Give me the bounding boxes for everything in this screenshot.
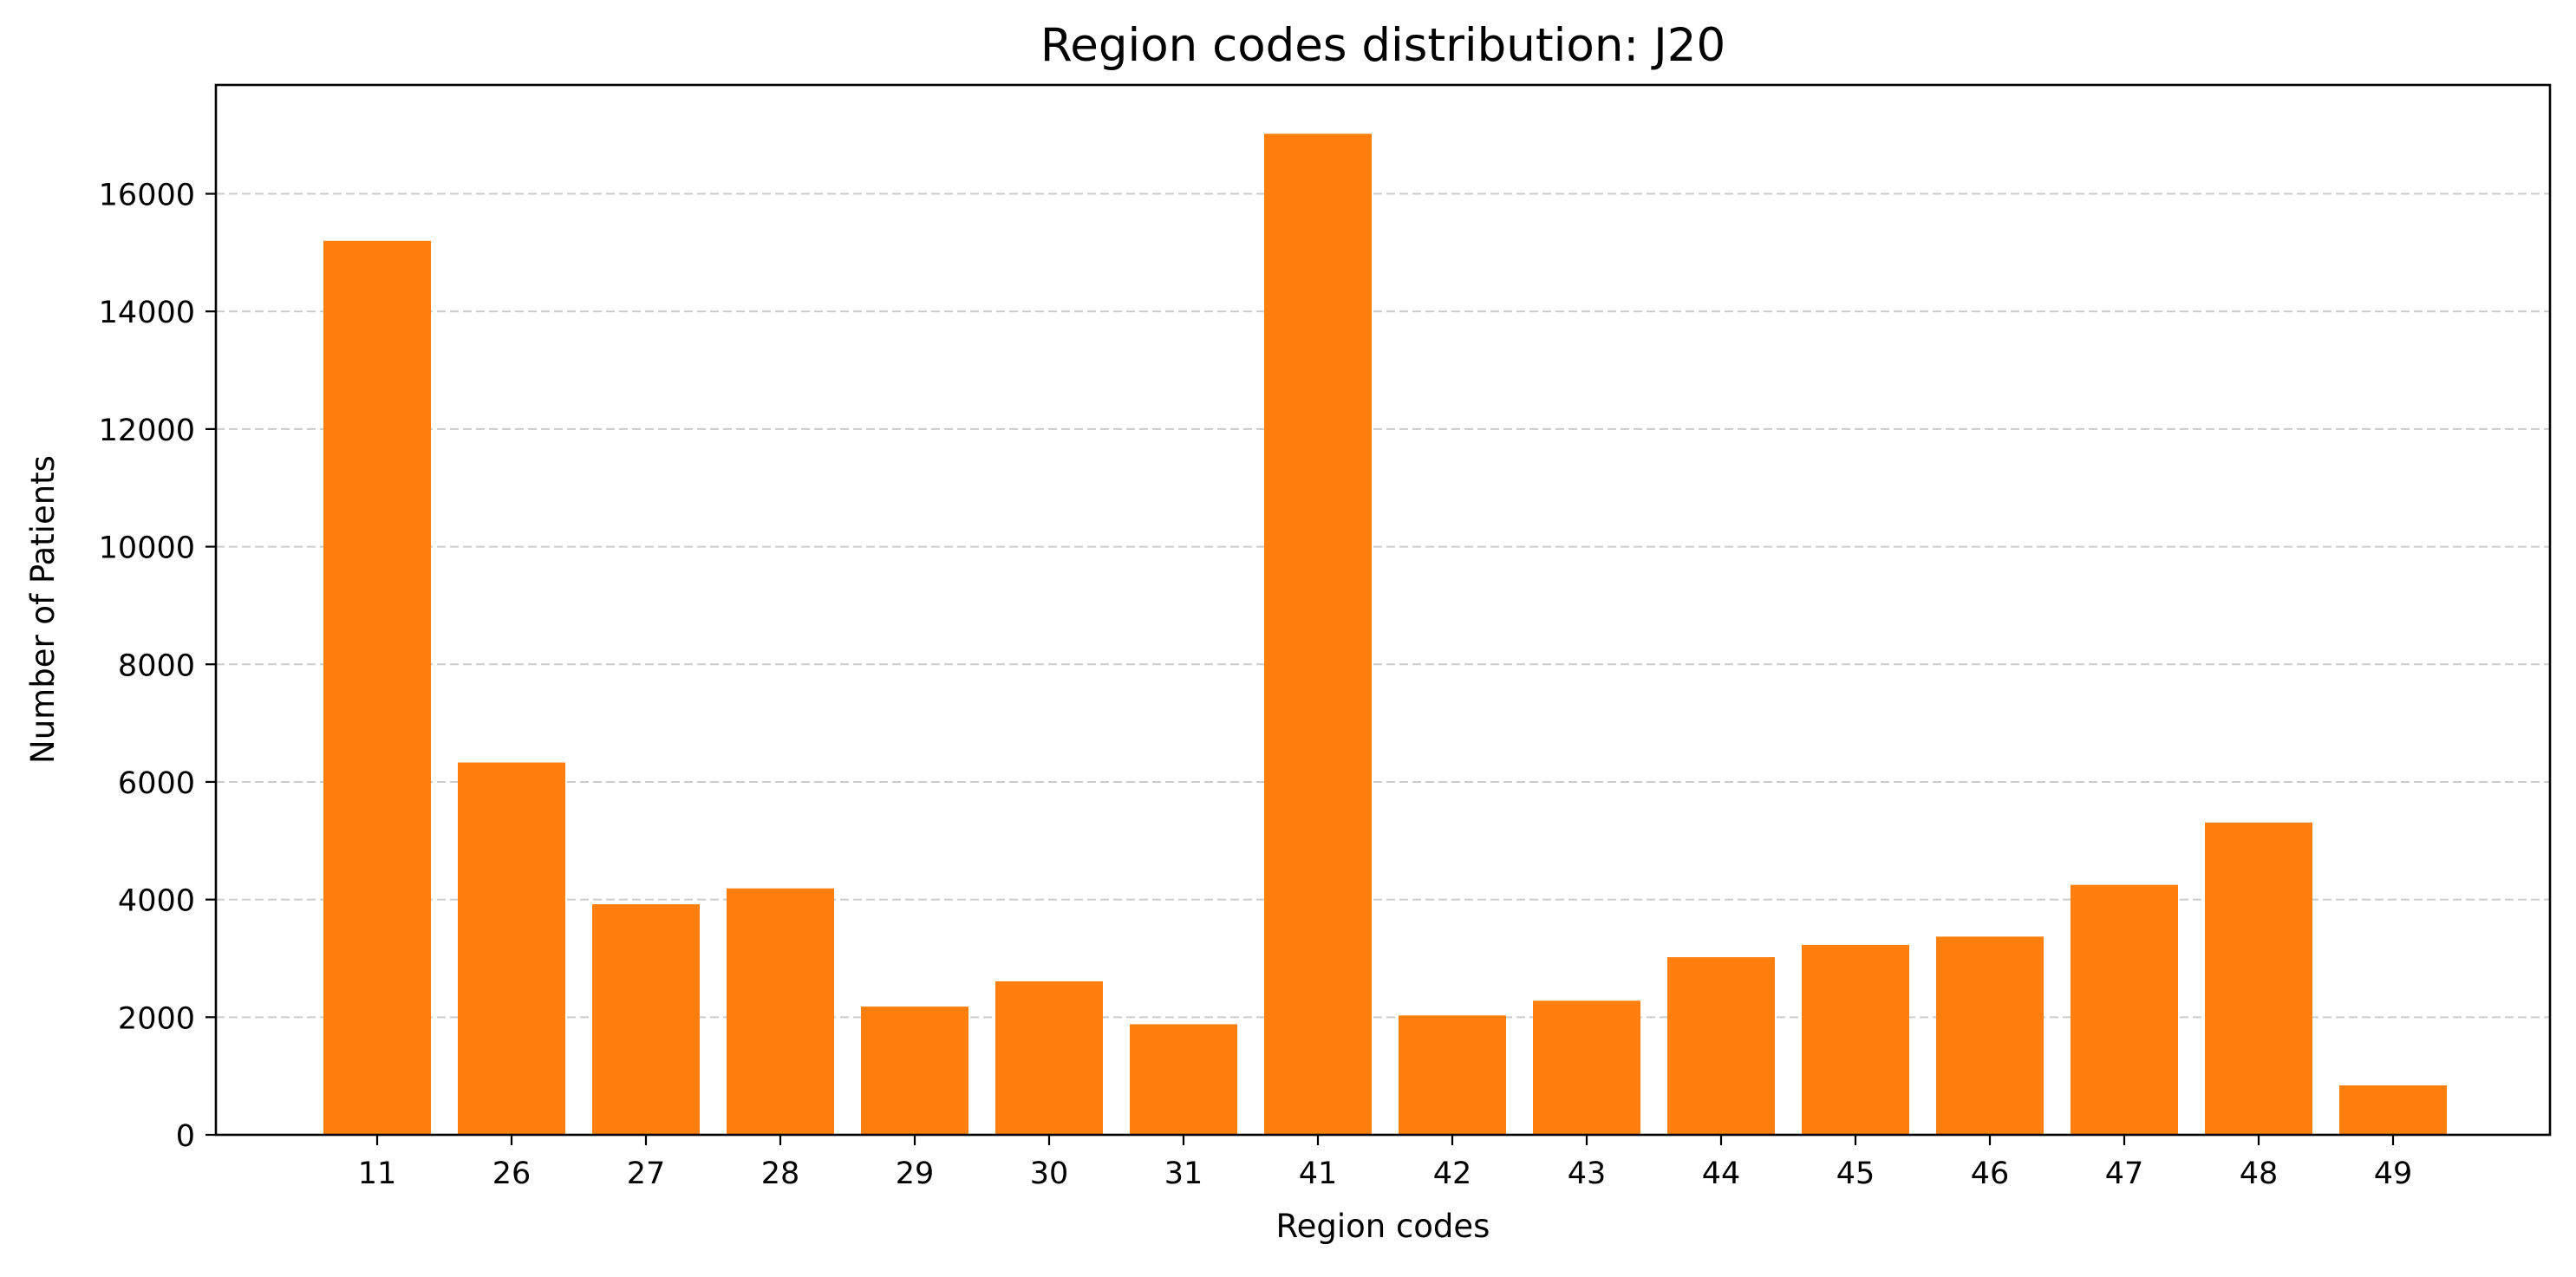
bar-46 xyxy=(1936,936,2044,1135)
x-tick-label-44: 44 xyxy=(1702,1156,1741,1191)
x-tick-label-31: 31 xyxy=(1164,1156,1203,1191)
x-tick-label-27: 27 xyxy=(627,1156,666,1191)
bar-28 xyxy=(727,888,834,1135)
x-tick-label-48: 48 xyxy=(2240,1156,2279,1191)
bars xyxy=(323,134,2447,1135)
bar-27 xyxy=(592,904,700,1135)
x-tick-label-28: 28 xyxy=(761,1156,800,1191)
x-tick-label-30: 30 xyxy=(1030,1156,1069,1191)
y-axis-ticks: 0 2000 4000 6000 8000 10000 12000 14000 16000 xyxy=(99,179,216,1154)
x-axis-ticks: 11 26 27 28 29 30 31 41 42 43 44 45 46 47 48 49 xyxy=(358,1135,2413,1191)
y-tick-label-8000: 8000 xyxy=(118,648,195,683)
x-tick-label-46: 46 xyxy=(1971,1156,2010,1191)
bar-43 xyxy=(1533,1000,1640,1135)
bar-31 xyxy=(1130,1024,1237,1135)
x-axis-label: Region codes xyxy=(1276,1208,1490,1245)
bar-45 xyxy=(1802,944,1909,1135)
x-tick-label-45: 45 xyxy=(1836,1156,1875,1191)
x-tick-label-47: 47 xyxy=(2105,1156,2144,1191)
bar-48 xyxy=(2205,822,2312,1135)
x-tick-label-29: 29 xyxy=(896,1156,935,1191)
bar-29 xyxy=(861,1007,968,1135)
y-tick-label-10000: 10000 xyxy=(99,531,195,566)
y-tick-label-6000: 6000 xyxy=(118,766,195,801)
plot-frame xyxy=(214,83,2552,1137)
x-tick-label-26: 26 xyxy=(492,1156,532,1191)
y-tick-label-14000: 14000 xyxy=(99,296,195,330)
y-tick-label-12000: 12000 xyxy=(99,414,195,448)
bar-26 xyxy=(458,762,565,1135)
chart-title: Region codes distribution: J20 xyxy=(1040,19,1725,72)
bar-11 xyxy=(323,240,431,1135)
x-tick-label-41: 41 xyxy=(1299,1156,1338,1191)
bar-49 xyxy=(2339,1085,2447,1135)
x-tick-label-42: 42 xyxy=(1433,1156,1472,1191)
y-axis-label: Number of Patients xyxy=(24,455,62,764)
x-tick-label-11: 11 xyxy=(358,1156,397,1191)
bar-44 xyxy=(1667,957,1775,1135)
bar-47 xyxy=(2071,884,2178,1135)
x-tick-label-49: 49 xyxy=(2374,1156,2413,1191)
y-tick-label-16000: 16000 xyxy=(99,179,195,213)
bar-30 xyxy=(995,981,1103,1135)
bar-42 xyxy=(1399,1015,1506,1135)
y-tick-label-0: 0 xyxy=(176,1119,195,1154)
bar-41 xyxy=(1264,134,1372,1135)
y-tick-label-2000: 2000 xyxy=(118,1001,195,1036)
x-tick-label-43: 43 xyxy=(1568,1156,1607,1191)
y-tick-label-4000: 4000 xyxy=(118,884,195,919)
